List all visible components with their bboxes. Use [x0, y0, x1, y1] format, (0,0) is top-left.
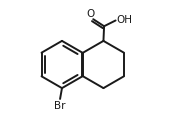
Text: OH: OH	[117, 15, 133, 25]
Text: Br: Br	[54, 101, 66, 111]
Text: O: O	[86, 9, 95, 19]
